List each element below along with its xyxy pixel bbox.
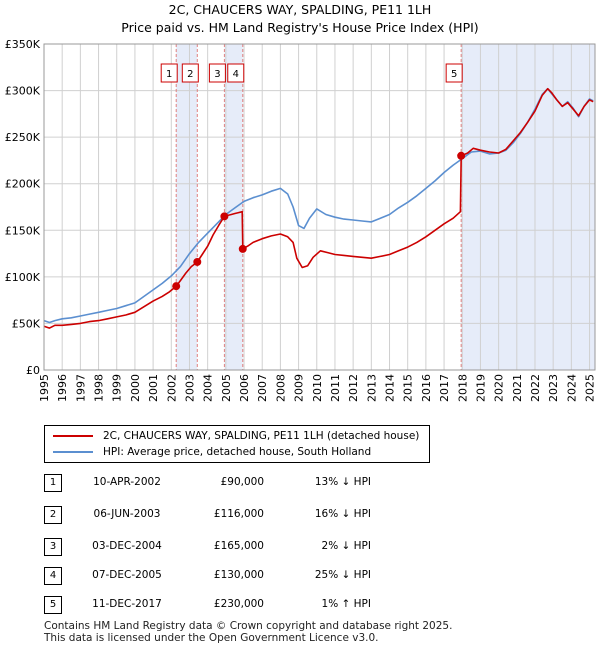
sale-label-number: 1 [166,69,172,80]
sale-label-box [227,63,245,83]
transaction-number: 2 [44,506,62,524]
shaded-band [176,44,198,370]
transaction-date: 06-JUN-2003 [93,508,161,520]
price-chart: £0 £50K £100K £150K £200K £250K £300K £350K 1995… [5,38,597,402]
x-tick-label: 2016 [420,374,433,402]
x-tick-label: 2021 [511,374,524,402]
transaction-hpi: 25% ↓ HPI [314,569,371,581]
x-tick-label: 2018 [456,374,469,402]
sale-label-number: 5 [451,69,457,80]
x-tick-label: 2003 [183,374,196,402]
transaction-price: £165,000 [213,540,264,552]
transaction-row: 4 07-DEC-2005 £130,000 25% ↓ HPI [44,567,434,587]
transaction-number: 1 [44,474,62,492]
x-tick-label: 2004 [202,374,215,402]
transaction-row: 3 03-DEC-2004 £165,000 2% ↓ HPI [44,538,434,558]
sale-point [220,212,229,221]
sale-label-number: 2 [187,69,193,80]
x-tick-label: 2017 [438,374,451,402]
transaction-number: 3 [44,538,62,556]
legend-label-hpi: HPI: Average price, detached house, Sout… [103,446,372,458]
transaction-number: 4 [44,567,62,585]
footer-copyright: Contains HM Land Registry data © Crown c… [44,620,453,632]
transaction-number: 5 [44,596,62,614]
y-tick-label: £100K [5,271,41,284]
y-tick-label: £0 [26,364,40,377]
transaction-date: 10-APR-2002 [93,476,161,488]
y-tick-label: £250K [5,131,41,144]
x-tick-label: 2006 [238,374,251,402]
x-tick-label: 2020 [493,374,506,402]
transaction-row: 2 06-JUN-2003 £116,000 16% ↓ HPI [44,506,434,526]
x-tick-label: 2005 [220,374,233,402]
legend-item-hpi: HPI: Average price, detached house, Sout… [53,444,371,460]
y-tick-label: £300K [5,85,41,98]
shaded-band [461,44,595,370]
legend-swatch-property [53,435,93,437]
x-tick-label: 2019 [474,374,487,402]
sale-point [457,151,466,160]
transaction-hpi: 16% ↓ HPI [314,508,371,520]
x-tick-label: 1998 [93,374,106,402]
chart-title: 2C, CHAUCERS WAY, SPALDING, PE11 1LH [168,2,432,17]
property-price-line [43,87,594,329]
x-tick-label: 2012 [347,374,360,402]
x-tick-label: 2015 [402,374,415,402]
transaction-date: 11-DEC-2017 [92,598,162,610]
y-tick-label: £150K [5,224,41,237]
footer-licence: This data is licensed under the Open Gov… [44,632,379,644]
x-tick-label: 2013 [365,374,378,402]
plot-frame [43,43,596,371]
y-tick-label: £350K [5,38,41,51]
x-tick-label: 1995 [38,374,51,402]
transaction-row: 5 11-DEC-2017 £230,000 1% ↑ HPI [44,596,434,616]
transaction-hpi: 1% ↑ HPI [321,598,371,610]
x-tick-label: 2024 [565,374,578,402]
sale-point [193,257,202,266]
sale-label-box [160,63,178,83]
legend-swatch-hpi [53,451,93,453]
transaction-price: £90,000 [220,476,264,488]
x-tick-label: 2009 [293,374,306,402]
sale-label-number: 3 [214,69,220,80]
x-tick-label: 2025 [584,374,597,402]
x-tick-label: 2007 [256,374,269,402]
transaction-price: £130,000 [213,569,264,581]
chart-legend: 2C, CHAUCERS WAY, SPALDING, PE11 1LH (de… [44,425,430,463]
x-tick-label: 2000 [129,374,142,402]
x-tick-label: 2022 [529,374,542,402]
x-tick-label: 2011 [329,374,342,402]
x-tick-label: 1996 [56,374,69,402]
y-tick-label: £50K [12,317,41,330]
sale-point [238,244,247,253]
chart-subtitle: Price paid vs. HM Land Registry's House … [121,20,479,35]
sale-label-number: 4 [233,69,239,80]
legend-label-property: 2C, CHAUCERS WAY, SPALDING, PE11 1LH (de… [103,430,420,442]
transaction-hpi: 2% ↓ HPI [321,540,371,552]
x-tick-label: 2010 [311,374,324,402]
sale-label-box [208,63,226,83]
transaction-date: 07-DEC-2005 [92,569,162,581]
transaction-price: £116,000 [213,508,264,520]
x-tick-label: 2001 [147,374,160,402]
sale-label-box [445,63,463,83]
x-tick-label: 2008 [274,374,287,402]
x-tick-label: 2023 [547,374,560,402]
x-tick-label: 2014 [384,374,397,402]
x-tick-label: 1997 [74,374,87,402]
legend-item-property: 2C, CHAUCERS WAY, SPALDING, PE11 1LH (de… [53,428,419,444]
transaction-price: £230,000 [213,598,264,610]
sale-label-box [181,63,199,83]
transaction-row: 1 10-APR-2002 £90,000 13% ↓ HPI [44,474,434,494]
y-tick-label: £200K [5,178,41,191]
sale-point [172,282,181,291]
x-tick-label: 2002 [165,374,178,402]
transaction-hpi: 13% ↓ HPI [314,476,371,488]
x-tick-label: 1999 [111,374,124,402]
transaction-date: 03-DEC-2004 [92,540,162,552]
shaded-band [224,44,243,370]
